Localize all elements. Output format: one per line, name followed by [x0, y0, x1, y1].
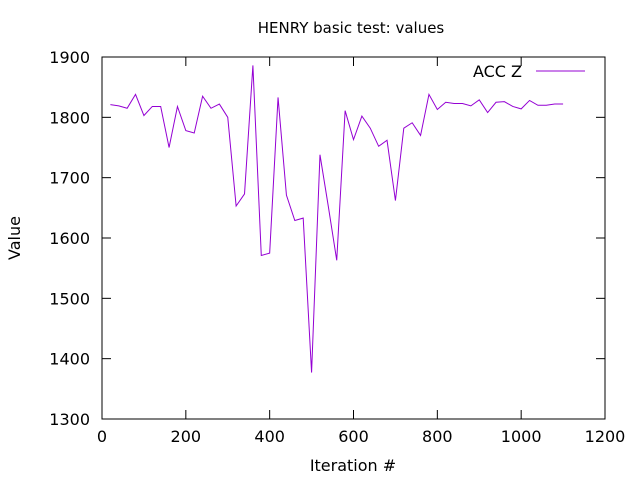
plot-border	[101, 56, 606, 420]
x-tick-label: 600	[338, 427, 369, 446]
y-tick-label: 1500	[49, 289, 90, 308]
x-tick-label: 200	[171, 427, 202, 446]
legend: ACC Z	[473, 62, 585, 81]
chart-title: HENRY basic test: values	[258, 19, 445, 37]
x-tick-label: 1000	[501, 427, 542, 446]
series-layer	[110, 65, 564, 373]
y-tick-label: 1400	[49, 350, 90, 369]
series-line-acc-z	[110, 65, 564, 373]
x-tick-label: 800	[422, 427, 453, 446]
x-tick-label: 400	[254, 427, 285, 446]
y-tick-label: 1800	[49, 108, 90, 127]
plot-frame	[101, 56, 606, 420]
x-axis: 0 200 400 600 800 1000 1200	[97, 57, 625, 446]
y-axis-label: Value	[5, 216, 24, 260]
y-tick-label: 1700	[49, 169, 90, 188]
x-tick-label: 0	[97, 427, 107, 446]
y-tick-label: 1900	[49, 48, 90, 67]
x-tick-label: 1200	[585, 427, 626, 446]
y-axis: 1300 1400 1500 1600 1700 1800 1900	[49, 48, 605, 429]
x-axis-label: Iteration #	[310, 456, 396, 475]
y-tick-label: 1600	[49, 229, 90, 248]
legend-label-acc-z: ACC Z	[473, 62, 522, 81]
y-tick-label: 1300	[49, 410, 90, 429]
